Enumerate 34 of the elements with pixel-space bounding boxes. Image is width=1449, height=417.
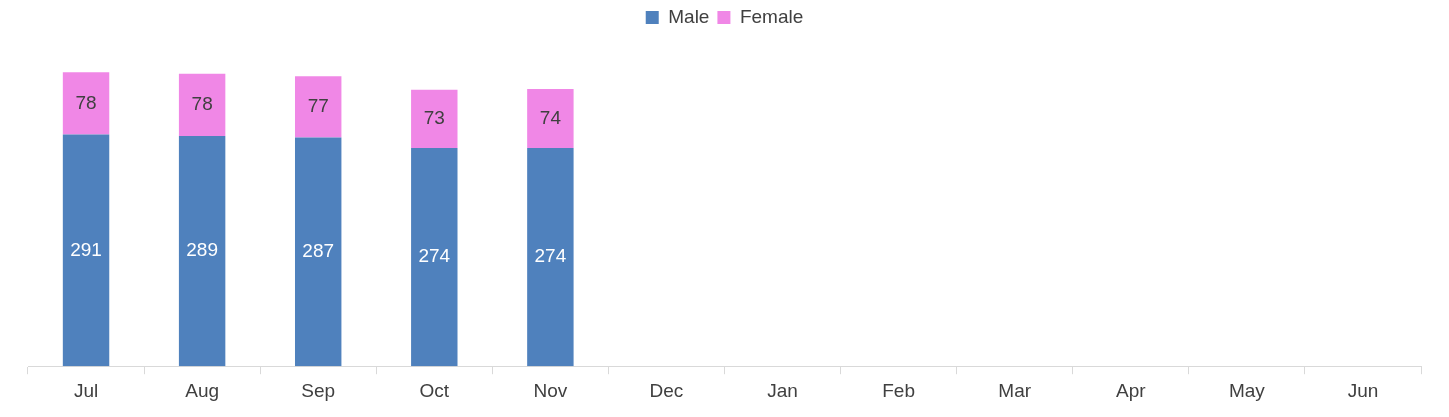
x-tick-label: Oct [419,379,450,401]
bar [62,72,110,135]
bar [411,89,458,148]
x-tick-label: Dec [649,379,684,401]
x-tick-label: Jan [767,379,798,401]
x-tick-label: Jun [1347,379,1379,401]
data-label: 274 [534,245,567,267]
x-tick-label: Apr [1116,379,1147,401]
data-label: 274 [418,245,451,267]
x-tick-label: Nov [533,379,568,401]
x-tick-label: May [1228,379,1266,401]
data-label: 78 [191,93,213,115]
data-label: 74 [539,106,562,128]
data-label: 73 [423,107,445,129]
data-label: 289 [186,239,218,261]
bar [527,89,574,148]
data-label: 77 [307,95,329,117]
data-label: 287 [302,240,335,262]
bar [411,147,458,367]
data-label: 78 [75,91,97,113]
bar [62,134,110,367]
legend-label: Female [739,5,804,27]
bar [294,137,342,367]
bar [294,76,342,138]
bar [178,73,226,136]
bar [527,147,574,367]
x-tick-label: Aug [185,379,220,401]
x-tick-label: Feb [882,379,915,401]
bar [178,136,226,367]
data-label: 291 [70,238,102,260]
x-tick-label: Mar [998,379,1032,401]
x-tick-label: Jul [73,379,99,401]
x-tick-label: Sep [301,379,336,401]
legend-label: Male [668,5,710,27]
